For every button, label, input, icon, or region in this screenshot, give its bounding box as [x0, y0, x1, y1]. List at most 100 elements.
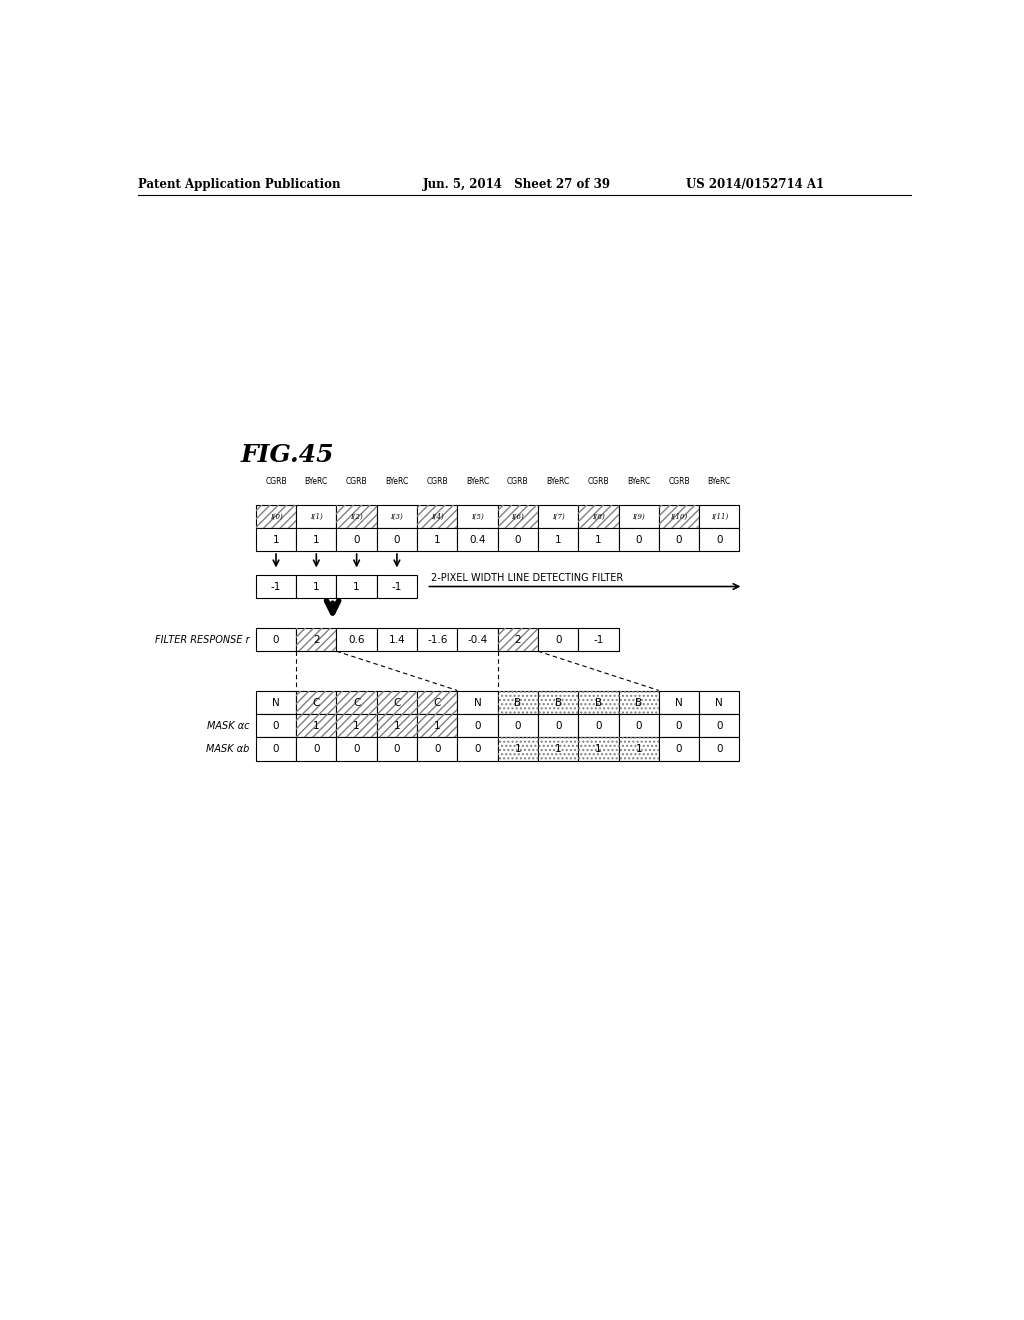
Text: N: N: [716, 698, 723, 708]
Bar: [377, 528, 417, 552]
Bar: [417, 628, 458, 651]
Text: BYeRC: BYeRC: [466, 478, 489, 487]
Bar: [498, 738, 538, 760]
Text: 2: 2: [514, 635, 521, 644]
Bar: [579, 504, 618, 528]
Bar: [458, 528, 498, 552]
Bar: [337, 714, 377, 738]
Text: 0: 0: [313, 744, 319, 754]
Bar: [498, 628, 538, 651]
Text: BYeRC: BYeRC: [385, 478, 409, 487]
Bar: [579, 738, 618, 760]
Bar: [256, 528, 296, 552]
Text: I(10): I(10): [671, 512, 688, 520]
Text: 0: 0: [515, 535, 521, 545]
Bar: [618, 714, 658, 738]
Bar: [579, 628, 618, 651]
Text: 0: 0: [393, 744, 400, 754]
Text: Jun. 5, 2014   Sheet 27 of 39: Jun. 5, 2014 Sheet 27 of 39: [423, 178, 610, 190]
Bar: [458, 738, 498, 760]
Bar: [296, 504, 337, 528]
Text: B: B: [595, 698, 602, 708]
Bar: [417, 528, 458, 552]
Text: 0: 0: [272, 635, 280, 644]
Bar: [337, 504, 377, 528]
Bar: [618, 738, 658, 760]
Text: 2: 2: [313, 635, 319, 644]
Text: C: C: [353, 698, 360, 708]
Bar: [296, 692, 337, 714]
Text: 0: 0: [676, 721, 682, 731]
Bar: [538, 714, 579, 738]
Text: BYeRC: BYeRC: [627, 478, 650, 487]
Text: I(6): I(6): [511, 512, 524, 520]
Text: 1: 1: [555, 535, 561, 545]
Bar: [699, 714, 739, 738]
Bar: [377, 692, 417, 714]
Text: FILTER RESPONSE r: FILTER RESPONSE r: [155, 635, 250, 644]
Bar: [538, 692, 579, 714]
Bar: [658, 504, 699, 528]
Bar: [256, 714, 296, 738]
Text: I(1): I(1): [310, 512, 323, 520]
Text: 0.4: 0.4: [469, 535, 485, 545]
Bar: [538, 692, 579, 714]
Bar: [538, 738, 579, 760]
Bar: [377, 714, 417, 738]
Text: I(11): I(11): [711, 512, 728, 520]
Text: US 2014/0152714 A1: US 2014/0152714 A1: [686, 178, 824, 190]
Text: I(9): I(9): [633, 512, 645, 520]
Text: 1: 1: [393, 721, 400, 731]
Bar: [296, 628, 337, 651]
Text: N: N: [675, 698, 683, 708]
Text: I(4): I(4): [431, 512, 443, 520]
Text: 1: 1: [272, 535, 280, 545]
Bar: [458, 628, 498, 651]
Bar: [579, 714, 618, 738]
Text: CGRB: CGRB: [588, 478, 609, 487]
Bar: [256, 504, 296, 528]
Bar: [579, 692, 618, 714]
Text: 0: 0: [474, 744, 481, 754]
Text: 0.6: 0.6: [348, 635, 365, 644]
Bar: [658, 504, 699, 528]
Text: N: N: [474, 698, 481, 708]
Bar: [658, 738, 699, 760]
Bar: [498, 528, 538, 552]
Bar: [538, 738, 579, 760]
Bar: [417, 504, 458, 528]
Bar: [458, 714, 498, 738]
Text: 1: 1: [514, 744, 521, 754]
Bar: [337, 576, 377, 598]
Bar: [618, 504, 658, 528]
Text: 0: 0: [393, 535, 400, 545]
Bar: [296, 714, 337, 738]
Text: 0: 0: [474, 721, 481, 731]
Text: BYeRC: BYeRC: [547, 478, 569, 487]
Bar: [337, 692, 377, 714]
Bar: [256, 628, 296, 651]
Bar: [377, 504, 417, 528]
Bar: [538, 504, 579, 528]
Text: 0: 0: [353, 535, 359, 545]
Bar: [498, 714, 538, 738]
Text: -0.4: -0.4: [467, 635, 487, 644]
Bar: [498, 692, 538, 714]
Bar: [296, 692, 337, 714]
Text: 1: 1: [353, 582, 360, 591]
Text: 1: 1: [313, 582, 319, 591]
Text: 0: 0: [716, 535, 723, 545]
Text: 0: 0: [272, 744, 280, 754]
Text: B: B: [635, 698, 642, 708]
Bar: [538, 528, 579, 552]
Bar: [658, 714, 699, 738]
Text: 0: 0: [353, 744, 359, 754]
Text: MASK αc: MASK αc: [207, 721, 250, 731]
Text: C: C: [433, 698, 441, 708]
Bar: [377, 692, 417, 714]
Bar: [699, 528, 739, 552]
Text: CGRB: CGRB: [669, 478, 690, 487]
Text: 0: 0: [272, 721, 280, 731]
Text: I(0): I(0): [269, 512, 283, 520]
Bar: [337, 714, 377, 738]
